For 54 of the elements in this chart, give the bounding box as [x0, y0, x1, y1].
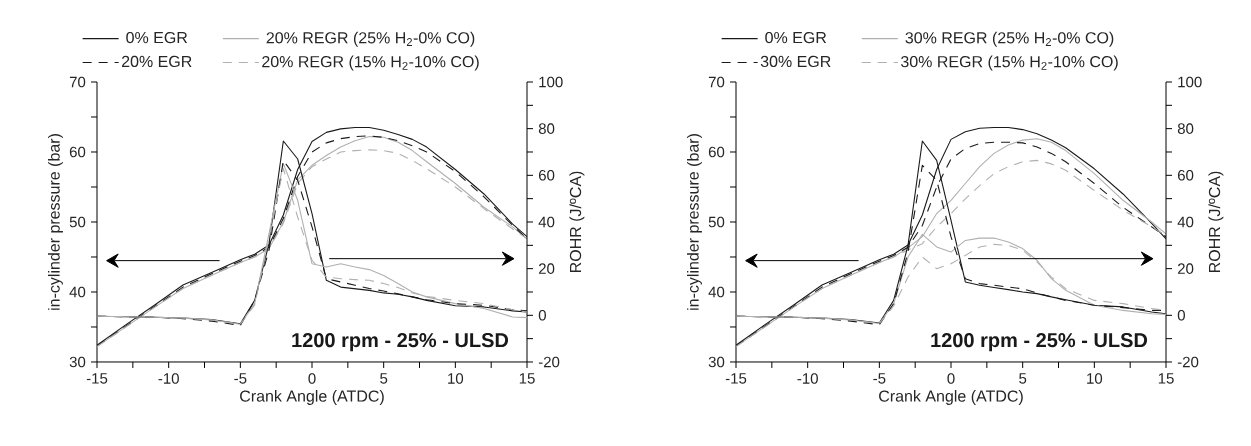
y-tick-label: 50	[69, 216, 86, 228]
x-tick-label: 10	[1087, 373, 1103, 384]
x-tick-label: 15	[1158, 373, 1174, 384]
legend-label: 0% EGR	[765, 31, 827, 44]
x-tick-label: 0	[308, 373, 316, 384]
x-axis-title: Crank Angle (ATDC)	[879, 390, 1023, 405]
legend-label: 30% EGR	[760, 55, 831, 68]
y2-tick-label: 20	[1177, 263, 1194, 274]
y-axis-title: in-cylinder pressure (bar)	[687, 134, 702, 310]
y-tick-label: 40	[69, 286, 86, 298]
y-tick-label: 60	[69, 146, 86, 158]
y-tick-label: 40	[708, 286, 725, 298]
y2-tick-label: 20	[538, 263, 555, 274]
x-tick-label: -15	[86, 373, 108, 384]
y-tick-label: 60	[708, 146, 725, 158]
y2-tick-label: 100	[539, 76, 563, 88]
y-axis-title: in-cylinder pressure (bar)	[48, 134, 63, 310]
y-tick-label: 30	[708, 356, 725, 368]
x-tick-label: 5	[1019, 373, 1027, 384]
legend-label: 20% REGR (25% H$_{2}$-0% CO)	[266, 31, 475, 47]
y2-tick-label: 40	[1177, 216, 1194, 228]
y-tick-label: 70	[708, 76, 725, 88]
y2-tick-label: -20	[538, 356, 560, 368]
y2-tick-label: 80	[538, 123, 555, 134]
x-tick-label: -5	[234, 373, 247, 384]
annotation: 1200 rpm - 25% - ULSD	[292, 333, 509, 352]
y2-axis-title: ROHR (J/ºCA)	[1208, 171, 1224, 273]
x-tick-label: 15	[519, 373, 535, 384]
x-tick-label: -5	[873, 373, 886, 384]
legend-label: 0% EGR	[126, 31, 188, 44]
y2-tick-label: 0	[538, 310, 546, 321]
x-tick-label: 10	[448, 373, 464, 384]
y2-tick-label: 0	[1177, 310, 1185, 321]
y2-axis-title: ROHR (J/ºCA)	[569, 171, 585, 273]
y2-tick-label: 60	[1177, 170, 1194, 181]
x-tick-label: -15	[725, 373, 747, 384]
y2-tick-label: 60	[538, 170, 555, 181]
y2-tick-label: 40	[538, 216, 555, 228]
y-tick-label: 50	[708, 216, 725, 228]
x-tick-label: -10	[158, 373, 179, 384]
x-tick-label: 5	[380, 373, 388, 384]
y-tick-label: 70	[69, 76, 86, 88]
legend-label: 30% REGR (15% H$_{2}$-10% CO)	[901, 55, 1118, 71]
y2-tick-label: 100	[1178, 76, 1202, 88]
legend-label: 20% EGR	[121, 55, 192, 68]
annotation: 1200 rpm - 25% - ULSD	[931, 333, 1148, 352]
y2-tick-label: -20	[1177, 356, 1199, 368]
x-tick-label: 0	[947, 373, 955, 384]
legend-label: 30% REGR (25% H$_{2}$-0% CO)	[905, 31, 1114, 47]
y-tick-label: 30	[69, 356, 86, 368]
x-axis-title: Crank Angle (ATDC)	[240, 390, 384, 405]
y2-tick-label: 80	[1177, 123, 1194, 134]
legend-label: 20% REGR (15% H$_{2}$-10% CO)	[262, 55, 479, 71]
x-tick-label: -10	[797, 373, 818, 384]
